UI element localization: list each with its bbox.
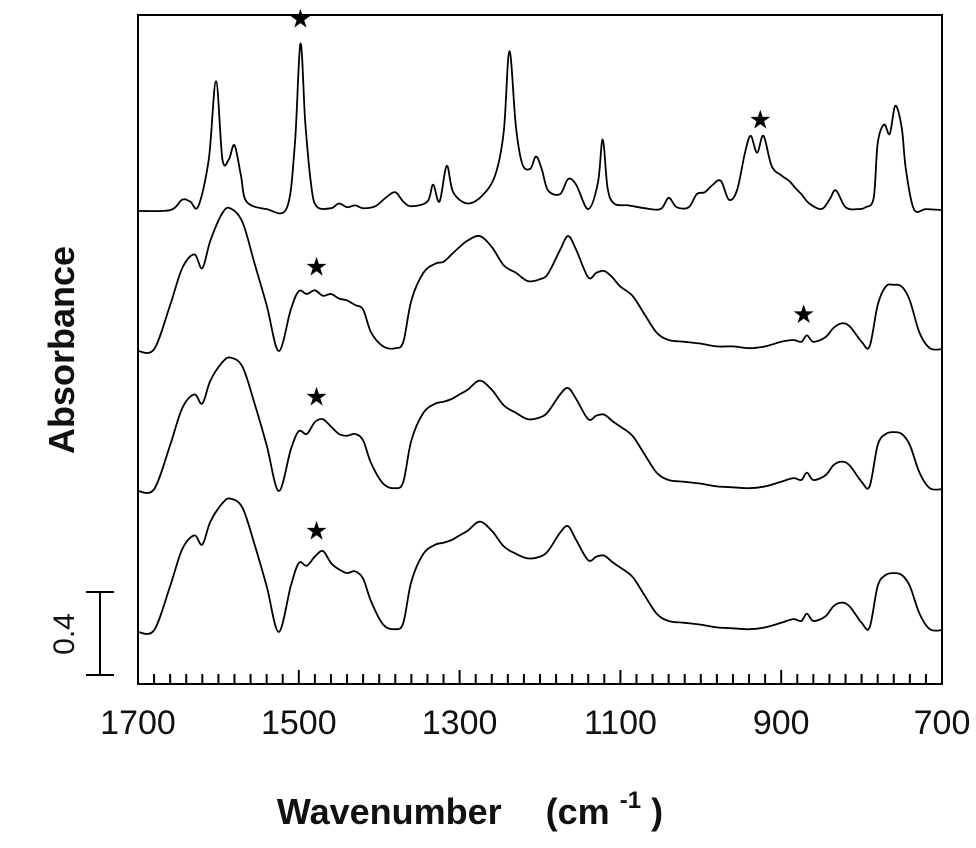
peak-star-marker: ★ [305, 516, 328, 546]
peak-markers: ★ ★ ★ ★ ★ ★ [289, 5, 816, 547]
x-axis-title-superscript: -1 [620, 787, 641, 814]
peak-star-marker: ★ [289, 5, 312, 35]
x-tick-label: 1100 [584, 704, 657, 742]
peak-star-marker: ★ [305, 382, 328, 412]
spectrum-line-1 [137, 42, 943, 215]
x-axis-title-word: Wavenumber [277, 791, 502, 832]
scale-bar: 0.4 [48, 591, 114, 676]
spectrum-line-3 [137, 356, 943, 494]
x-tick-label: 1300 [422, 704, 498, 742]
peak-star-marker: ★ [305, 252, 328, 282]
x-axis-title-unit: (cm [546, 791, 610, 832]
x-axis-title-close: ) [651, 791, 663, 832]
plot-frame [137, 14, 943, 685]
y-axis-title: Absorbance [41, 246, 82, 454]
x-axis-ticks [137, 670, 943, 684]
x-tick-label: 1500 [261, 704, 337, 742]
spectra-curves [137, 42, 943, 635]
x-axis-tick-labels: 1700 1500 1300 1100 900 700 [100, 704, 970, 742]
x-tick-label: 1700 [100, 704, 176, 742]
x-axis-title: Wavenumber (cm -1 ) [277, 775, 663, 832]
x-tick-label: 900 [753, 704, 810, 742]
spectrum-line-2 [137, 206, 943, 354]
scale-bar-label: 0.4 [48, 613, 81, 655]
x-tick-label: 700 [914, 704, 971, 742]
spectrum-line-4 [137, 497, 943, 635]
peak-star-marker: ★ [792, 300, 815, 330]
peak-star-marker: ★ [749, 105, 772, 135]
